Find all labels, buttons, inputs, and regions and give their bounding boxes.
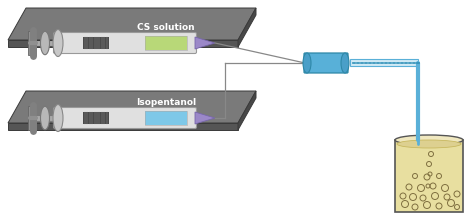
Bar xyxy=(145,36,187,50)
Ellipse shape xyxy=(53,29,63,56)
Polygon shape xyxy=(238,8,256,47)
Text: CS solution: CS solution xyxy=(137,23,195,32)
Bar xyxy=(83,112,109,124)
Ellipse shape xyxy=(40,31,49,55)
Ellipse shape xyxy=(397,140,461,148)
Bar xyxy=(350,60,418,66)
Bar xyxy=(145,111,187,125)
FancyBboxPatch shape xyxy=(54,32,197,53)
Bar xyxy=(395,140,463,212)
Ellipse shape xyxy=(395,135,463,145)
FancyBboxPatch shape xyxy=(54,107,197,128)
Ellipse shape xyxy=(341,53,349,73)
Polygon shape xyxy=(195,112,215,124)
Polygon shape xyxy=(8,8,256,40)
Polygon shape xyxy=(8,123,238,130)
FancyBboxPatch shape xyxy=(304,53,348,73)
Bar xyxy=(28,106,36,130)
Text: Isopentanol: Isopentanol xyxy=(136,98,196,107)
Bar xyxy=(28,31,36,55)
Bar xyxy=(83,37,109,49)
Polygon shape xyxy=(8,40,238,47)
Ellipse shape xyxy=(303,53,311,73)
Bar xyxy=(145,111,187,125)
Bar xyxy=(145,36,187,50)
Ellipse shape xyxy=(53,104,63,131)
Ellipse shape xyxy=(40,106,49,130)
Polygon shape xyxy=(195,37,215,49)
Polygon shape xyxy=(8,91,256,123)
Polygon shape xyxy=(238,91,256,130)
